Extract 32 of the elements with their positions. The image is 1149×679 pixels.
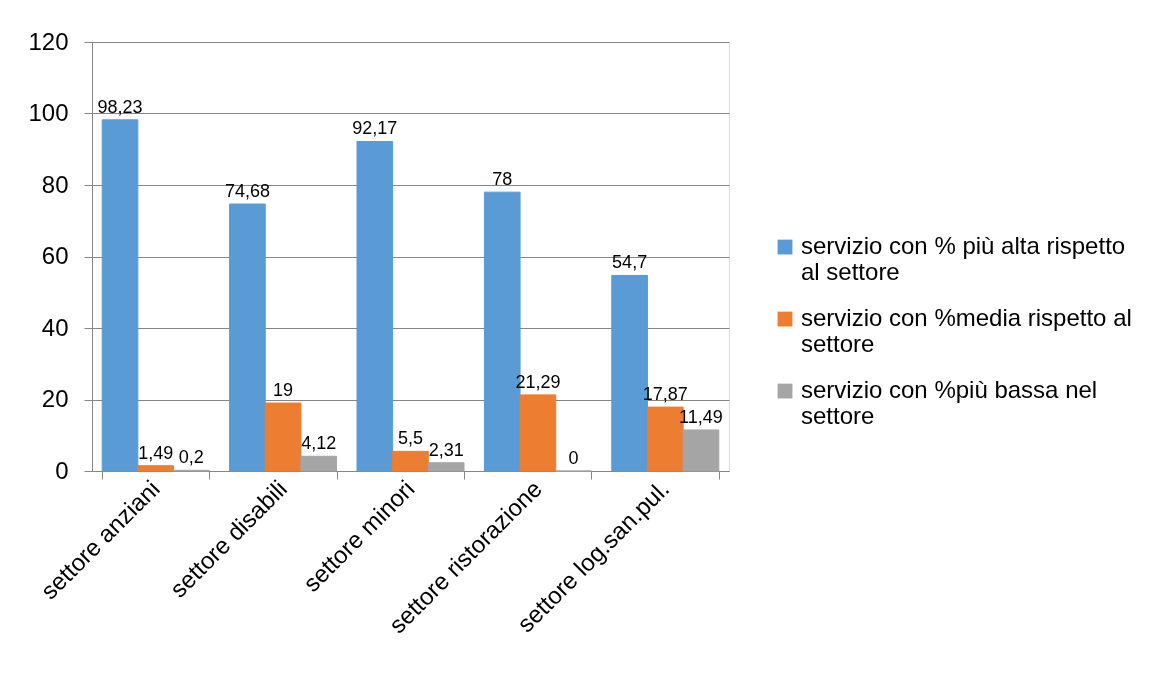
y-tick-label: 40 <box>41 313 69 341</box>
y-tick-label: 0 <box>55 456 69 484</box>
legend-label: servizio con %media rispetto al settore <box>801 304 1132 358</box>
data-label: 74,68 <box>224 181 270 202</box>
data-label: 54,7 <box>612 252 648 273</box>
y-tick-label: 120 <box>28 27 69 55</box>
data-label: 19 <box>273 380 294 401</box>
data-label: 4,12 <box>301 433 337 454</box>
y-tick-label: 80 <box>41 170 69 198</box>
bar <box>356 140 394 472</box>
data-label: 5,5 <box>397 428 424 449</box>
bar <box>519 394 557 472</box>
data-label: 78 <box>492 169 513 190</box>
bar <box>229 203 266 472</box>
bar <box>682 429 720 472</box>
data-label: 98,23 <box>97 96 143 117</box>
bar <box>101 119 139 472</box>
bar <box>264 402 302 472</box>
y-tick-label: 60 <box>41 242 69 269</box>
y-tick-label: 20 <box>41 385 69 412</box>
data-label: 1,49 <box>138 442 174 463</box>
bar <box>392 450 429 472</box>
bar <box>137 465 175 472</box>
bar <box>300 455 338 472</box>
data-label: 92,17 <box>352 118 398 139</box>
bar <box>427 462 465 472</box>
data-label: 0 <box>568 448 579 468</box>
data-label: 0,2 <box>178 447 204 468</box>
legend-label: servizio con %più bassa nel settore <box>801 376 1098 430</box>
legend-label: servizio con % più alta rispetto al settore <box>801 232 1126 286</box>
data-label: 2,31 <box>428 439 464 460</box>
y-tick-label: 100 <box>28 99 69 126</box>
